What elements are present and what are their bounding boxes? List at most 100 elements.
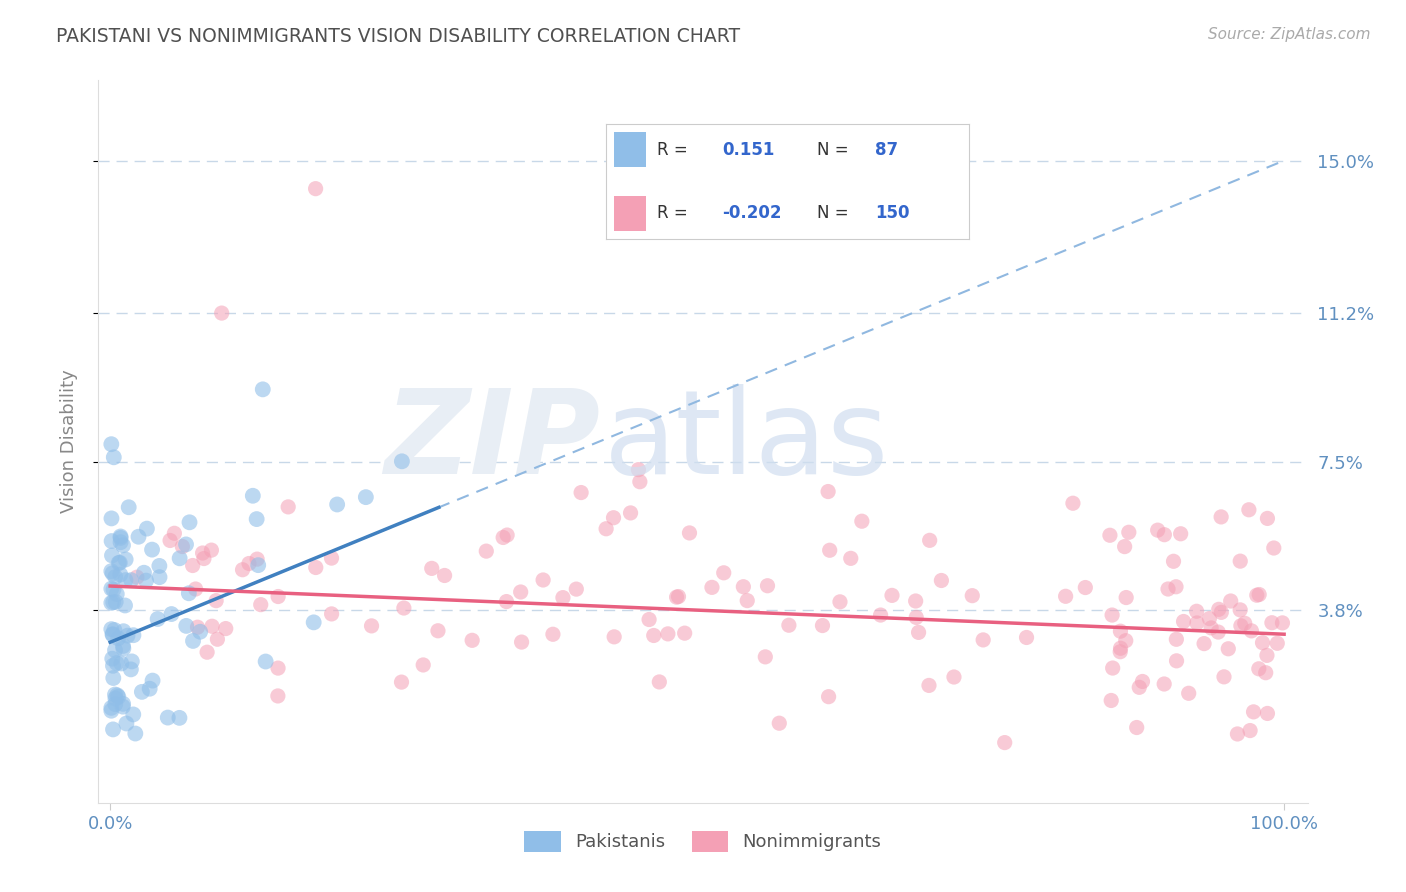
- Point: [105, 656, 128, 670]
- Point: [191, 546, 214, 560]
- Point: [100, 582, 122, 596]
- Point: [215, 622, 238, 636]
- Point: [678, 525, 700, 540]
- Point: [1256, 648, 1278, 663]
- Point: [851, 514, 873, 528]
- Point: [1199, 621, 1222, 635]
- Point: [1219, 594, 1241, 608]
- Point: [603, 630, 626, 644]
- Point: [110, 529, 132, 543]
- Point: [754, 649, 776, 664]
- Point: [305, 560, 328, 574]
- Point: [110, 535, 132, 549]
- Point: [100, 704, 122, 718]
- Point: [112, 697, 135, 711]
- Point: [1163, 554, 1185, 568]
- Point: [1109, 641, 1132, 656]
- Point: [1256, 511, 1278, 525]
- Point: [551, 591, 574, 605]
- Point: [107, 632, 129, 646]
- Point: [1164, 580, 1187, 594]
- Point: [302, 615, 325, 630]
- Point: [103, 582, 125, 597]
- Point: [232, 563, 254, 577]
- Point: [101, 549, 124, 563]
- Point: [565, 582, 588, 596]
- Point: [103, 450, 125, 465]
- Point: [111, 538, 134, 552]
- Point: [104, 595, 127, 609]
- Point: [569, 485, 592, 500]
- Point: [101, 627, 124, 641]
- Point: [1229, 554, 1251, 568]
- Point: [114, 573, 136, 587]
- Point: [531, 573, 554, 587]
- Point: [174, 619, 197, 633]
- Point: [541, 627, 564, 641]
- Point: [1271, 615, 1294, 630]
- Point: [114, 599, 136, 613]
- Point: [1185, 604, 1208, 618]
- Point: [159, 533, 181, 548]
- Point: [174, 537, 197, 551]
- Point: [433, 568, 456, 582]
- Text: ZIP: ZIP: [384, 384, 600, 499]
- Point: [108, 556, 131, 570]
- Point: [1114, 540, 1136, 554]
- Point: [673, 626, 696, 640]
- Point: [1198, 612, 1220, 626]
- Point: [1157, 582, 1180, 596]
- Point: [200, 543, 222, 558]
- Point: [1211, 509, 1233, 524]
- Point: [1153, 527, 1175, 541]
- Point: [207, 632, 229, 647]
- Point: [177, 586, 200, 600]
- Point: [181, 558, 204, 573]
- Point: [972, 632, 994, 647]
- Point: [121, 654, 143, 668]
- Point: [160, 607, 183, 621]
- Point: [104, 570, 127, 584]
- Point: [1211, 605, 1233, 619]
- Point: [122, 628, 145, 642]
- Point: [665, 590, 688, 604]
- Point: [142, 673, 165, 688]
- Point: [1173, 615, 1195, 629]
- Point: [1206, 625, 1229, 640]
- Point: [118, 500, 141, 515]
- Point: [1099, 693, 1122, 707]
- Point: [135, 574, 157, 588]
- Point: [181, 634, 204, 648]
- Point: [242, 489, 264, 503]
- Point: [602, 510, 624, 524]
- Point: [112, 641, 135, 656]
- Point: [1261, 615, 1284, 630]
- Point: [628, 475, 651, 489]
- Point: [100, 437, 122, 451]
- Point: [188, 624, 211, 639]
- Point: [1166, 632, 1188, 647]
- Point: [1118, 525, 1140, 540]
- Point: [104, 697, 127, 711]
- Point: [321, 607, 343, 621]
- Point: [735, 593, 758, 607]
- Point: [135, 522, 157, 536]
- Point: [668, 590, 690, 604]
- Point: [238, 557, 260, 571]
- Point: [267, 590, 290, 604]
- Point: [103, 671, 125, 685]
- Point: [907, 625, 929, 640]
- Point: [962, 589, 984, 603]
- Point: [595, 522, 617, 536]
- Point: [1101, 608, 1123, 623]
- Point: [101, 627, 124, 641]
- Point: [100, 701, 122, 715]
- Point: [100, 511, 122, 525]
- Point: [132, 566, 155, 580]
- Text: PAKISTANI VS NONIMMIGRANTS VISION DISABILITY CORRELATION CHART: PAKISTANI VS NONIMMIGRANTS VISION DISABI…: [56, 27, 741, 45]
- Point: [1254, 665, 1277, 680]
- Point: [1101, 661, 1123, 675]
- Point: [195, 645, 218, 659]
- Point: [117, 629, 139, 643]
- Point: [1243, 705, 1265, 719]
